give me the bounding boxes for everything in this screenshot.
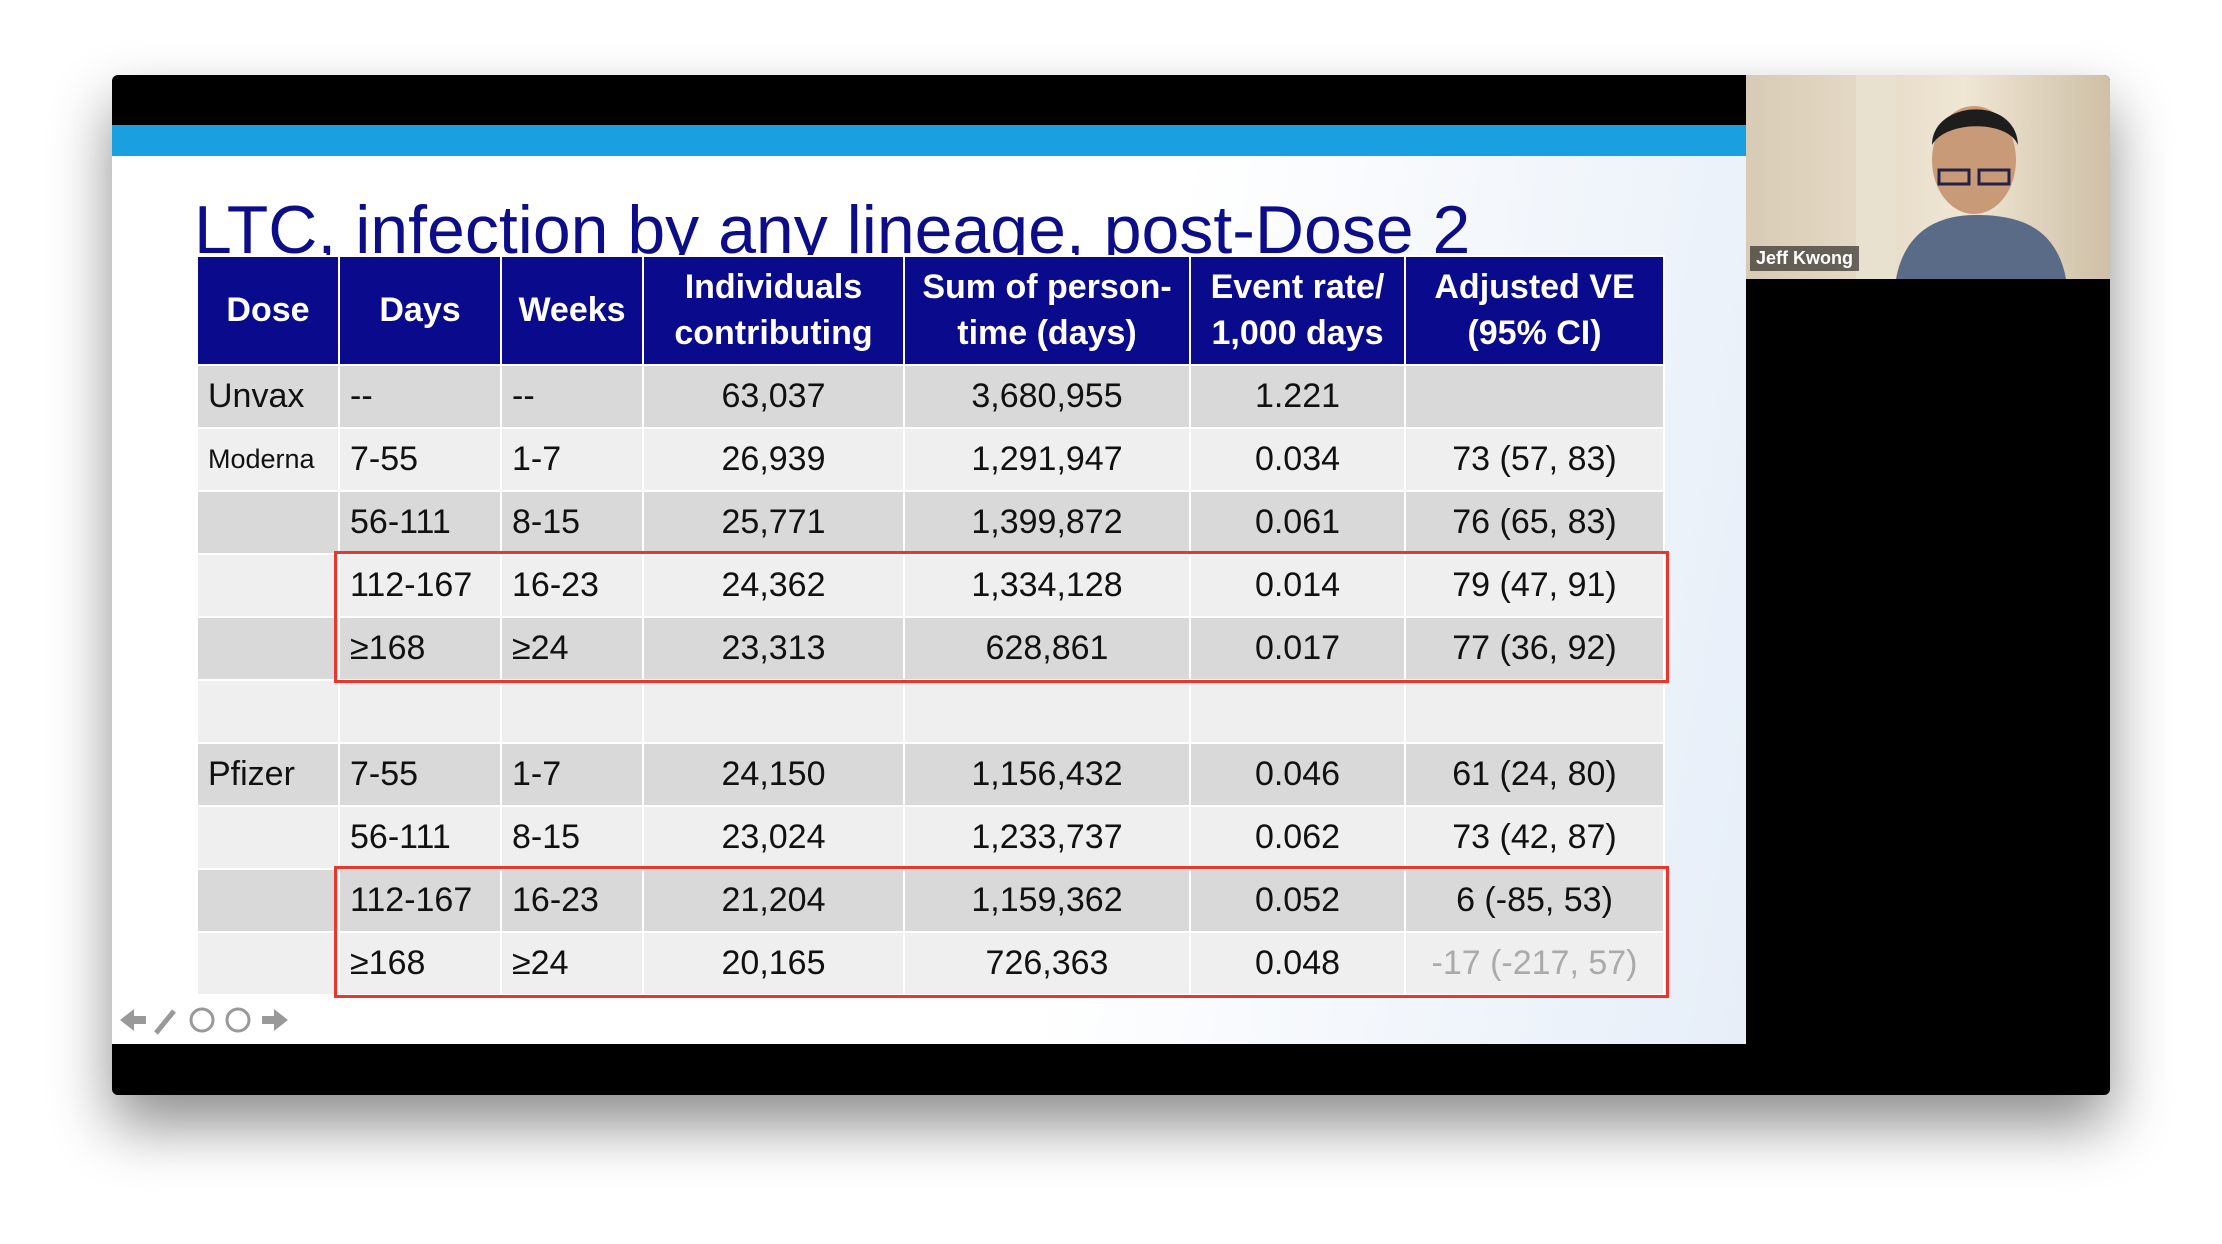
table-cell: 56-111	[338, 490, 502, 555]
table-cell: --	[338, 364, 502, 429]
table-cell: 1,233,737	[903, 805, 1191, 870]
slide: LTC, infection by any lineage, post-Dose…	[112, 125, 1746, 1044]
table-cell: 24,150	[642, 742, 905, 807]
header-cell: Event rate/ 1,000 days	[1189, 255, 1406, 366]
header-cell: Weeks	[500, 255, 644, 366]
table-cell	[196, 490, 340, 555]
table-row: 56-111 8-15 25,771 1,399,872 0.061 76 (65, 83…	[196, 490, 1665, 555]
highlight-box	[334, 866, 1669, 998]
table-cell: ≥24	[500, 616, 644, 681]
table-cell: 77 (36, 92)	[1404, 616, 1665, 681]
table-cell: Pfizer	[196, 742, 340, 807]
table-cell: --	[500, 364, 644, 429]
table-cell: 3,680,955	[903, 364, 1191, 429]
table-cell	[338, 679, 502, 744]
header-cell: Dose	[196, 255, 340, 366]
table-cell: 6 (-85, 53)	[1404, 868, 1665, 933]
table-row: ≥168 ≥24 23,313 628,861 0.017 77 (36, 92)	[196, 616, 1665, 681]
table-cell: 76 (65, 83)	[1404, 490, 1665, 555]
table-cell	[500, 679, 644, 744]
table-cell: 16-23	[500, 868, 644, 933]
table-cell: 73 (42, 87)	[1404, 805, 1665, 870]
table-cell: 1,291,947	[903, 427, 1191, 492]
table-cell: 1,156,432	[903, 742, 1191, 807]
header-row: Dose Days Weeks Individuals contributing Sum…	[196, 255, 1665, 366]
table-cell: 26,939	[642, 427, 905, 492]
webcam: Jeff Kwong	[1746, 75, 2110, 279]
table-cell: 7-55	[338, 427, 502, 492]
table-cell: 0.014	[1189, 553, 1406, 618]
table-cell: 0.048	[1189, 931, 1406, 996]
table-row: 112-167 16-23 24,362 1,334,128 0.014 79 (47, …	[196, 553, 1665, 618]
table-cell: 1,159,362	[903, 868, 1191, 933]
table-cell	[196, 931, 340, 996]
table-cell: 25,771	[642, 490, 905, 555]
table-cell: 61 (24, 80)	[1404, 742, 1665, 807]
table-cell: 0.034	[1189, 427, 1406, 492]
table-row: Moderna 7-55 1-7 26,939 1,291,947 0.034 73 (57…	[196, 427, 1665, 492]
header-cell: Adjusted VE (95% CI)	[1404, 255, 1665, 366]
table-cell: 73 (57, 83)	[1404, 427, 1665, 492]
table-cell: 112-167	[338, 868, 502, 933]
table-cell: 0.052	[1189, 868, 1406, 933]
table-cell: 1-7	[500, 742, 644, 807]
table-cell: ≥168	[338, 931, 502, 996]
table-cell: -17 (-217, 57)	[1404, 931, 1665, 996]
data-table: Dose Days Weeks Individuals contributing Sum…	[196, 255, 1665, 996]
table-cell	[196, 616, 340, 681]
table-cell: 112-167	[338, 553, 502, 618]
table-cell: 628,861	[903, 616, 1191, 681]
table-cell: ≥24	[500, 931, 644, 996]
table-row: 112-167 16-23 21,204 1,159,362 0.052 6 (-85, …	[196, 868, 1665, 933]
table-cell: 726,363	[903, 931, 1191, 996]
header-cell: Individuals contributing	[642, 255, 905, 366]
table-row: 56-111 8-15 23,024 1,233,737 0.062 73 (42, 87…	[196, 805, 1665, 870]
table-cell	[196, 679, 340, 744]
table-cell: 79 (47, 91)	[1404, 553, 1665, 618]
participant-name: Jeff Kwong	[1750, 246, 1859, 271]
table-cell	[1404, 364, 1665, 429]
table-cell: 7-55	[338, 742, 502, 807]
webcam-figure	[1856, 75, 2066, 279]
header-cell: Days	[338, 255, 502, 366]
slide-nav[interactable]	[116, 1003, 296, 1037]
table-cell: 8-15	[500, 805, 644, 870]
table-row: Pfizer 7-55 1-7 24,150 1,156,432 0.046 61 (24,…	[196, 742, 1665, 807]
table-cell	[1189, 679, 1406, 744]
table-cell: 20,165	[642, 931, 905, 996]
table-cell: 1.221	[1189, 364, 1406, 429]
header-cell: Sum of person-time (days)	[903, 255, 1191, 366]
table-cell: 24,362	[642, 553, 905, 618]
table-cell: 1,334,128	[903, 553, 1191, 618]
table-cell	[196, 805, 340, 870]
table-cell: 56-111	[338, 805, 502, 870]
table-cell: 1,399,872	[903, 490, 1191, 555]
table-cell: 0.046	[1189, 742, 1406, 807]
table-cell: 16-23	[500, 553, 644, 618]
table-cell: 0.062	[1189, 805, 1406, 870]
table-cell: 21,204	[642, 868, 905, 933]
table-cell	[903, 679, 1191, 744]
table-row: ≥168 ≥24 20,165 726,363 0.048 -17 (-217, 57)	[196, 931, 1665, 996]
table-cell: 1-7	[500, 427, 644, 492]
table-row	[196, 679, 1665, 744]
table-cell: 0.017	[1189, 616, 1406, 681]
table-cell: ≥168	[338, 616, 502, 681]
highlight-box	[334, 551, 1669, 683]
table-cell: 0.061	[1189, 490, 1406, 555]
table-row: Unvax -- -- 63,037 3,680,955 1.221	[196, 364, 1665, 429]
table-cell	[642, 679, 905, 744]
table-cell	[1404, 679, 1665, 744]
table-cell: 23,024	[642, 805, 905, 870]
table-cell: 23,313	[642, 616, 905, 681]
table-cell: Unvax	[196, 364, 340, 429]
video-window: LTC, infection by any lineage, post-Dose…	[112, 75, 2110, 1095]
table-cell: 63,037	[642, 364, 905, 429]
table-cell	[196, 553, 340, 618]
table-cell: Moderna	[196, 427, 340, 492]
table-cell: 8-15	[500, 490, 644, 555]
table-cell	[196, 868, 340, 933]
slide-stripe	[112, 125, 1746, 156]
